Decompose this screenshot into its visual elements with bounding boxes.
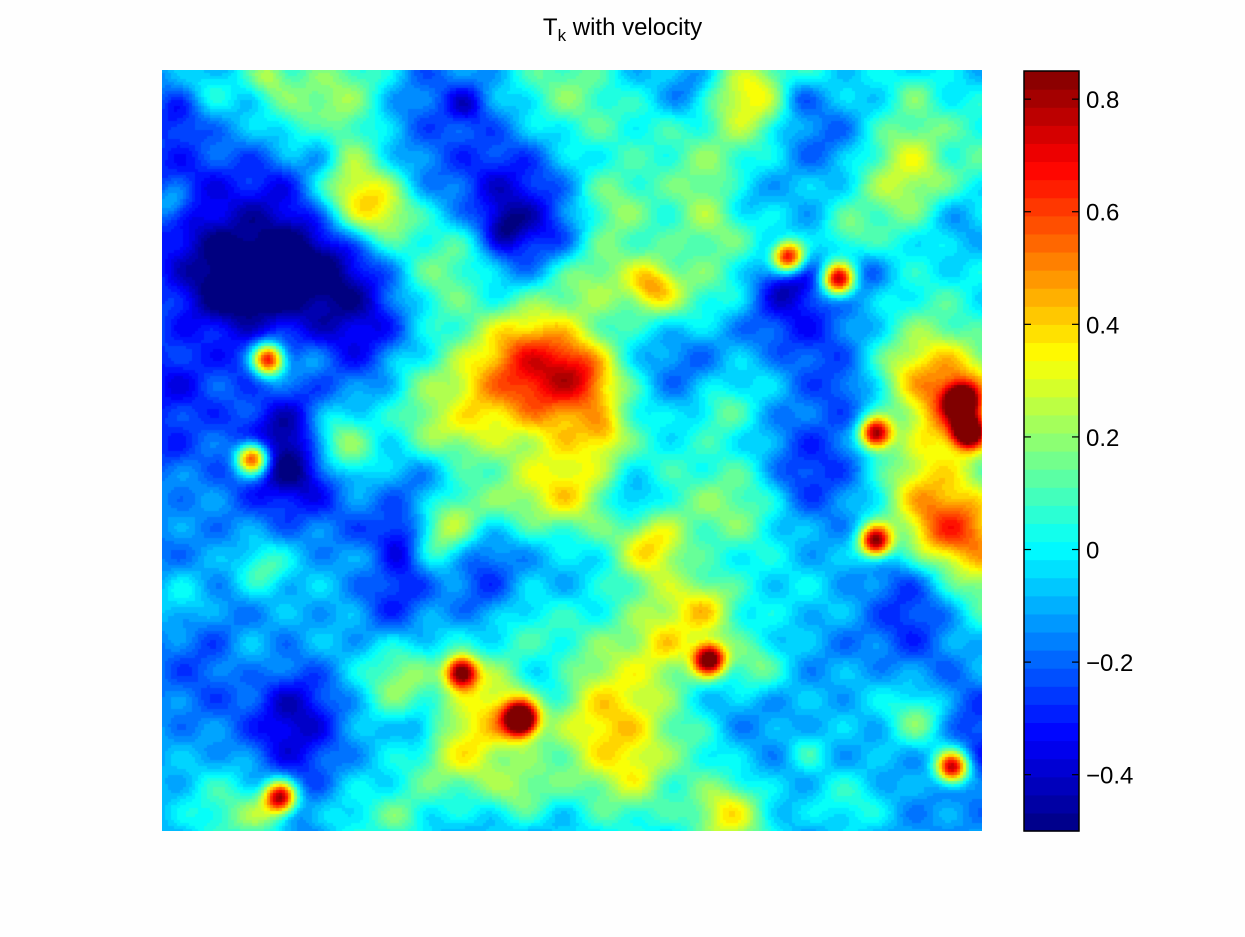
colorbar-tick-label: 0.4 xyxy=(1086,312,1119,339)
colorbar-tick-label: 0.8 xyxy=(1086,87,1119,114)
colorbar-band xyxy=(1024,595,1079,615)
colorbar-band xyxy=(1024,758,1079,778)
colorbar-band xyxy=(1024,505,1079,524)
colorbar-band xyxy=(1024,179,1079,199)
colorbar-tick-label: 0 xyxy=(1086,538,1099,565)
colorbar-band xyxy=(1024,686,1079,705)
colorbar-border xyxy=(1023,70,1080,832)
colorbar-band xyxy=(1024,577,1079,597)
colorbar-band xyxy=(1024,650,1079,669)
colorbar-tick-label: 0.6 xyxy=(1086,200,1119,227)
colorbar-band xyxy=(1024,487,1079,506)
chart-title-subscript: k xyxy=(557,26,567,45)
colorbar-band xyxy=(1024,161,1079,181)
colorbar-band xyxy=(1024,613,1079,633)
colorbar-band xyxy=(1024,631,1079,651)
colorbar-band xyxy=(1024,288,1079,307)
colorbar-tick-label: 0.2 xyxy=(1086,425,1119,452)
colorbar: 0.8 0.6 0.4 0.2 0 −0.2 −0.4 xyxy=(1023,70,1133,832)
chart-title: Tk with velocity xyxy=(0,14,1245,46)
colorbar-band xyxy=(1024,432,1079,452)
colorbar-band xyxy=(1024,215,1079,235)
colorbar-band xyxy=(1024,722,1079,742)
colorbar-band xyxy=(1024,794,1079,814)
colorbar-band xyxy=(1024,541,1079,561)
colorbar-band xyxy=(1024,396,1079,416)
colorbar-band xyxy=(1024,414,1079,434)
colorbar-band xyxy=(1024,668,1079,687)
colorbar-band xyxy=(1024,812,1079,832)
colorbar-tick-label: −0.4 xyxy=(1086,763,1133,790)
heatmap-plot xyxy=(162,70,982,831)
colorbar-band xyxy=(1024,197,1079,217)
colorbar-band xyxy=(1024,233,1079,253)
colorbar-band xyxy=(1024,306,1079,325)
colorbar-band xyxy=(1024,776,1079,796)
colorbar-band xyxy=(1024,360,1079,380)
colorbar-band xyxy=(1024,107,1079,126)
colorbar-band xyxy=(1024,451,1079,470)
colorbar-band xyxy=(1024,125,1079,144)
colorbar-band xyxy=(1024,324,1079,344)
colorbar-band xyxy=(1024,704,1079,724)
colorbar-band xyxy=(1024,559,1079,579)
colorbar-band xyxy=(1024,270,1079,289)
colorbar-band xyxy=(1024,740,1079,760)
colorbar-band xyxy=(1024,523,1079,543)
colorbar-tick-label: −0.2 xyxy=(1086,650,1133,677)
colorbar-band xyxy=(1024,469,1079,488)
colorbar-band xyxy=(1024,342,1079,362)
colorbar-band xyxy=(1024,378,1079,398)
colorbar-band xyxy=(1024,71,1079,90)
chart-title-main: T xyxy=(542,14,558,41)
colorbar-band xyxy=(1024,89,1079,108)
colorbar-band xyxy=(1024,143,1079,163)
colorbar-band xyxy=(1024,251,1079,271)
chart-title-rest: with velocity xyxy=(566,14,703,41)
